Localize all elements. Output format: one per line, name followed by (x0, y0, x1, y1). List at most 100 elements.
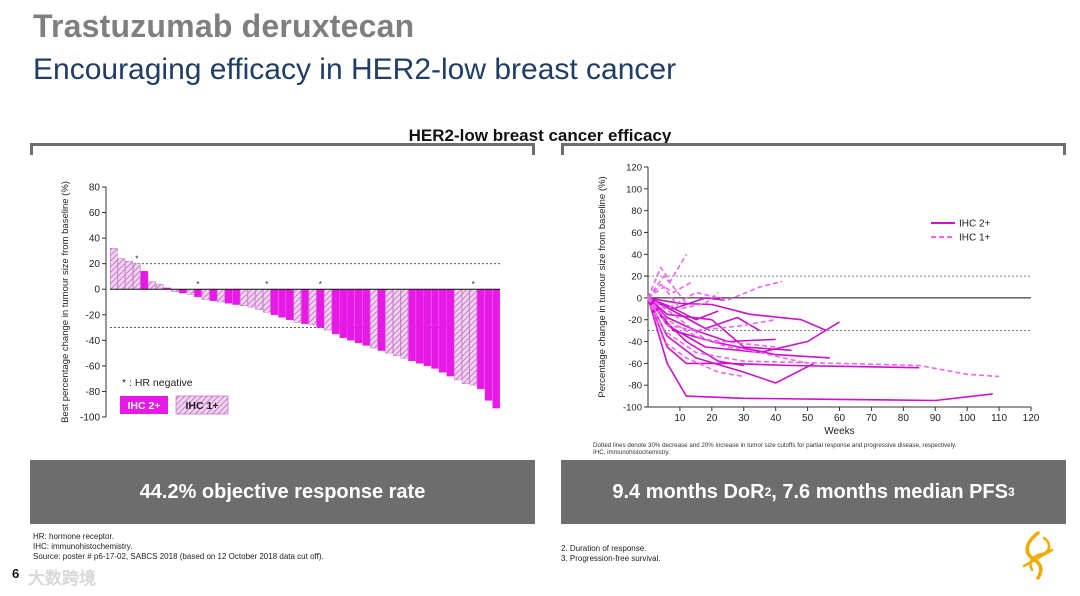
x-tick-label: 40 (770, 413, 782, 424)
bar-ihc1 (255, 289, 263, 310)
dor-text: 9.4 months DoR (612, 480, 765, 503)
x-tick-label: 60 (834, 413, 846, 424)
series-line-ihc1 (647, 297, 808, 365)
series-line-ihc2 (647, 297, 719, 321)
bar-ihc1 (400, 289, 409, 359)
bar-ihc2 (301, 289, 309, 324)
series-line-ihc1 (647, 297, 744, 378)
spider-panel: Percentage change in tumour size from ba… (561, 143, 1066, 524)
page-number: 6 (12, 566, 20, 581)
y-tick-label: 100 (626, 184, 642, 195)
bar-ihc1 (393, 289, 401, 356)
series-line-ihc2 (647, 297, 792, 352)
bar-ihc2 (224, 289, 233, 304)
legend-ihc2-swatch (120, 396, 168, 414)
x-tick-label: 80 (898, 413, 910, 424)
hr-negative-marker: * (472, 280, 475, 289)
x-tick-label: 120 (1023, 413, 1040, 424)
footnote-hr: HR: hormone receptor. (33, 532, 114, 541)
footnote-pfs: 3. Progression-free survival. (561, 554, 661, 563)
bar-ihc1 (186, 289, 195, 295)
bar-ihc1 (370, 289, 378, 349)
bar-ihc1 (469, 289, 477, 386)
ihc-note: IHC, immunohistochemistry. (593, 449, 670, 456)
bar-ihc1 (454, 289, 462, 381)
bar-ihc1 (385, 289, 393, 354)
bar-ihc2 (354, 289, 363, 344)
bar-ihc2 (270, 289, 279, 315)
bar-ihc2 (232, 289, 240, 305)
slide-title: Trastuzumab deruxtecan (33, 8, 415, 44)
y-tick-label: -80 (628, 381, 642, 392)
waterfall-panel: Best percentage change in tumour size fr… (30, 143, 535, 524)
x-tick-label: 90 (930, 413, 942, 424)
bar-ihc1 (148, 281, 156, 290)
hr-negative-marker: * (135, 255, 138, 264)
bar-ihc1 (117, 258, 126, 290)
bar-ihc2 (347, 289, 355, 341)
y-tick-label: -100 (80, 413, 100, 424)
series-line-ihc1 (647, 286, 719, 310)
astrazeneca-logo-icon (1022, 531, 1054, 580)
series-line-ihc2 (647, 297, 828, 332)
series-line-ihc2 (647, 297, 993, 402)
bar-ihc1 (217, 289, 225, 303)
y-tick-label: 20 (631, 272, 642, 283)
y-tick-label: -40 (86, 336, 101, 347)
y-tick-label: 20 (89, 259, 101, 270)
bar-ihc2 (362, 289, 370, 346)
pfs-footnote-ref: 3 (1007, 485, 1015, 499)
bar-ihc2 (331, 289, 340, 335)
y-tick-label: 0 (637, 293, 642, 304)
bar-ihc1 (201, 289, 210, 300)
bar-ihc1 (110, 248, 118, 290)
y-tick-label: -60 (628, 359, 642, 370)
bar-ihc1 (133, 263, 141, 290)
bar-ihc2 (339, 289, 347, 338)
bar-ihc2 (316, 289, 325, 328)
bar-ihc2 (484, 289, 493, 401)
y-tick-label: 60 (89, 208, 101, 219)
legend-ihc1-label: IHC 1+ (186, 400, 219, 412)
panel-bracket (561, 143, 1066, 146)
bar-ihc2 (194, 289, 202, 298)
series-line-ihc1 (647, 297, 776, 348)
footnotes-left: HR: hormone receptor. IHC: immunohistoch… (33, 532, 324, 562)
footnote-source: Source: poster # p6-17-02, SABCS 2018 (b… (33, 552, 324, 561)
bar-ihc2 (492, 289, 500, 409)
bar-ihc2 (408, 289, 416, 361)
waterfall-chart: Best percentage change in tumour size fr… (60, 181, 500, 424)
x-axis-label: Weeks (824, 426, 854, 437)
y-tick-label: -80 (86, 387, 101, 398)
bar-ihc1 (125, 260, 133, 290)
y-tick-label: 0 (94, 285, 100, 296)
bar-ihc1 (324, 289, 332, 331)
panel-bracket (30, 143, 535, 146)
bar-ihc2 (423, 289, 432, 367)
chart-heading: HER2-low breast cancer efficacy (408, 126, 672, 145)
watermark: 大数跨境 (28, 569, 96, 588)
y-axis-label: Percentage change in tumour size from ba… (597, 176, 608, 397)
hr-negative-marker: * (265, 280, 268, 289)
bar-ihc2 (140, 271, 149, 290)
footnotes-right: 2. Duration of response. 3. Progression-… (561, 544, 661, 564)
orr-banner: 44.2% objective response rate (30, 460, 535, 524)
y-tick-label: 40 (89, 234, 101, 245)
y-tick-label: 80 (631, 206, 642, 217)
bar-ihc1 (263, 289, 271, 313)
legend-ihc2-label: IHC 2+ (959, 219, 991, 230)
series-line-ihc1 (647, 280, 694, 299)
spider-chart: Percentage change in tumour size from ba… (593, 163, 1040, 457)
x-tick-label: 50 (802, 413, 814, 424)
slide-subtitle: Encouraging efficacy in HER2-low breast … (33, 53, 677, 86)
series-line-ihc1 (647, 280, 783, 310)
y-tick-label: -100 (623, 403, 642, 414)
bar-ihc2 (477, 289, 485, 390)
y-tick-label: 80 (89, 183, 101, 194)
x-tick-label: 110 (991, 413, 1007, 424)
footnote-dor: 2. Duration of response. (561, 544, 647, 553)
y-tick-label: -60 (86, 361, 101, 372)
hr-negative-marker: * (196, 280, 199, 289)
legend-ihc1-label: IHC 1+ (959, 233, 991, 244)
y-tick-label: 120 (626, 163, 642, 174)
